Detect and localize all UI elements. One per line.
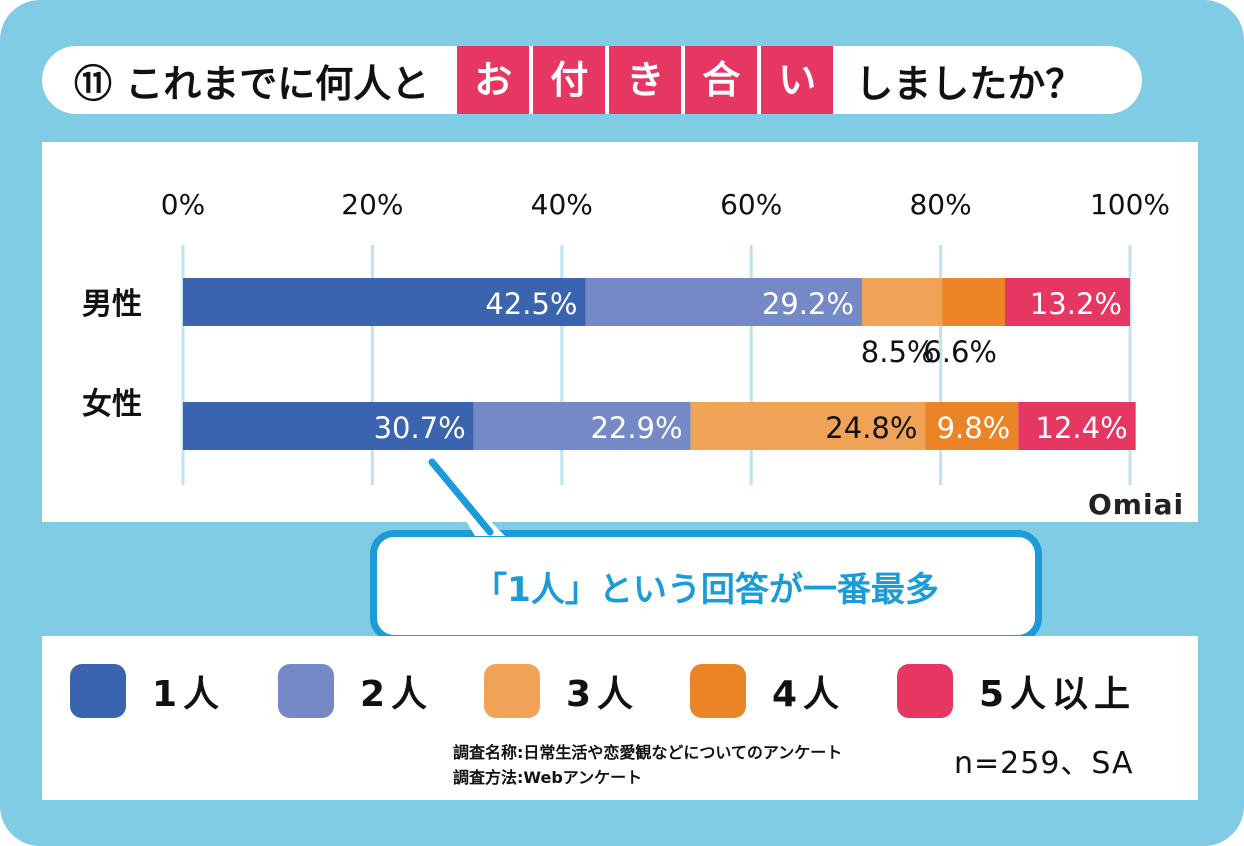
title-highlight-char: き xyxy=(609,46,682,114)
chart-panel: 0% 20% 40% 60% 80% 100% 男性 42.5% 29.2% 8.5% 6.6% 13… xyxy=(42,142,1198,522)
title-suffix: しましたか？ xyxy=(855,61,1084,106)
data-label: 6.6% xyxy=(923,335,997,369)
survey-source: 調査名称:日常生活や恋愛観などについてのアンケート 調査方法:Webアンケート xyxy=(453,740,842,790)
title-highlight-char: 合 xyxy=(685,46,758,114)
omiai-logo: Omiai xyxy=(1088,488,1185,521)
title-highlight-char: 付 xyxy=(533,46,606,114)
bar-segment xyxy=(183,278,586,326)
bar-segment xyxy=(183,402,474,450)
x-tick-label: 40% xyxy=(531,188,593,221)
bar-segment xyxy=(925,402,1019,450)
legend-label: 1人 xyxy=(152,674,226,715)
legend-label: 4人 xyxy=(772,674,846,715)
title-highlight-char: い xyxy=(761,46,834,114)
legend-swatch xyxy=(278,664,334,718)
legend-item: 3人 xyxy=(484,664,639,718)
data-label: 22.9% xyxy=(590,411,682,445)
bar-segment xyxy=(942,278,1005,326)
bar-segment xyxy=(473,402,691,450)
legend-label: 2人 xyxy=(360,674,434,715)
data-label: 30.7% xyxy=(374,411,466,445)
callout-box: 「1人」という回答が一番最多 xyxy=(370,530,1042,642)
bar-segment xyxy=(1004,278,1130,326)
stacked-bar-chart: 0% 20% 40% 60% 80% 100% 男性 42.5% 29.2%8.5%6.6% 13… xyxy=(82,188,1170,485)
bar-segment xyxy=(861,278,943,326)
x-tick-label: 20% xyxy=(341,188,403,221)
data-label: 29.2% xyxy=(762,287,854,321)
legend-item: 2人 xyxy=(278,664,433,718)
data-label: 24.8% xyxy=(825,411,917,445)
category-label: 女性 xyxy=(82,387,142,422)
source-line: 調査名称:日常生活や恋愛観などについてのアンケート xyxy=(453,743,843,762)
legend-label: 3人 xyxy=(566,674,640,715)
legend-swatch xyxy=(70,664,126,718)
legend-swatch xyxy=(484,664,540,718)
legend-item: 1人 xyxy=(70,664,225,718)
legend-item: 4人 xyxy=(690,664,845,718)
page-title: ⑪ これまでに何人と お 付 き 合 い しましたか？ xyxy=(42,46,1142,114)
title-highlight-char: お xyxy=(457,46,530,114)
x-tick-label: 80% xyxy=(909,188,971,221)
x-tick-label: 60% xyxy=(720,188,782,221)
data-label: 42.5% xyxy=(485,287,577,321)
callout-text: 「1人」という回答が一番最多 xyxy=(473,569,939,610)
legend-swatch xyxy=(690,664,746,718)
source-line: 調査方法:Webアンケート xyxy=(453,768,643,787)
data-label: 13.2% xyxy=(1030,287,1122,321)
bar-segment xyxy=(1018,402,1136,450)
data-label: 9.8% xyxy=(937,411,1011,445)
legend-swatch xyxy=(897,664,953,718)
sample-size: n=259、SA xyxy=(954,746,1134,781)
x-tick-label: 0% xyxy=(161,188,205,221)
data-label: 8.5% xyxy=(861,335,935,369)
legend-label: 5人以上 xyxy=(979,674,1137,715)
bar-segment xyxy=(690,402,926,450)
x-tick-label: 100% xyxy=(1090,188,1170,221)
legend: 調査名称:日常生活や恋愛観などについてのアンケート 調査方法:Webアンケート … xyxy=(42,636,1198,800)
title-prefix: ⑪ これまでに何人と xyxy=(74,61,430,106)
bar-segment xyxy=(585,278,862,326)
category-label: 男性 xyxy=(82,287,142,322)
legend-item: 5人以上 xyxy=(897,664,1136,718)
data-label: 12.4% xyxy=(1036,411,1128,445)
